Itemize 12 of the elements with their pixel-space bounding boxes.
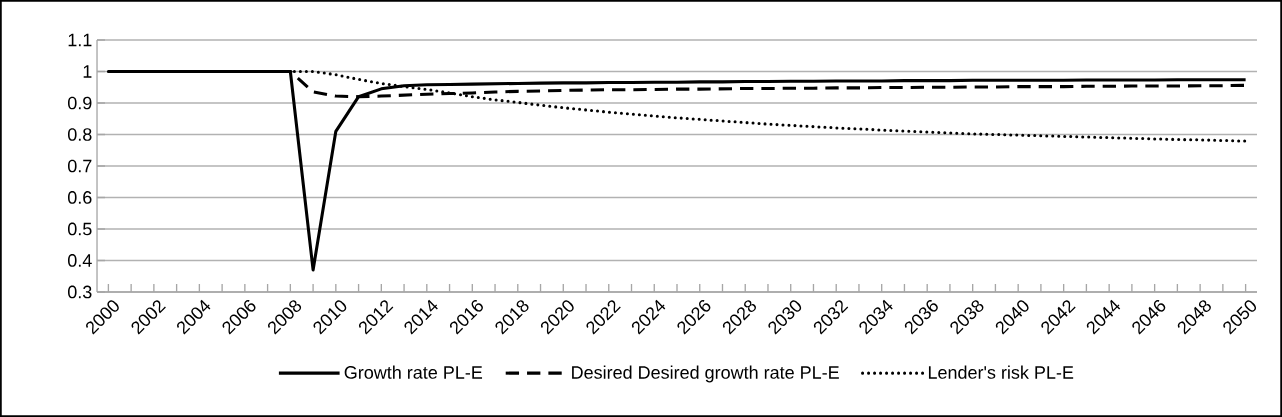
y-tick-label: 0.7 xyxy=(68,159,92,173)
y-tick-label: 1.1 xyxy=(68,33,92,47)
legend-label: Lender's risk PL-E xyxy=(928,365,1074,379)
legend-label: Desired Desired growth rate PL-E xyxy=(572,365,839,383)
y-tick-label: 0.6 xyxy=(68,191,92,204)
y-tick-label: 1 xyxy=(83,65,92,78)
y-tick-label: 0.4 xyxy=(68,254,92,267)
y-tick-label: 0.3 xyxy=(68,285,92,299)
legend-label: Growth rate PL-E xyxy=(344,365,483,379)
y-tick-label: 0.8 xyxy=(68,128,92,141)
y-tick-label: 0.5 xyxy=(68,222,92,236)
y-tick-label: 0.9 xyxy=(68,96,92,110)
